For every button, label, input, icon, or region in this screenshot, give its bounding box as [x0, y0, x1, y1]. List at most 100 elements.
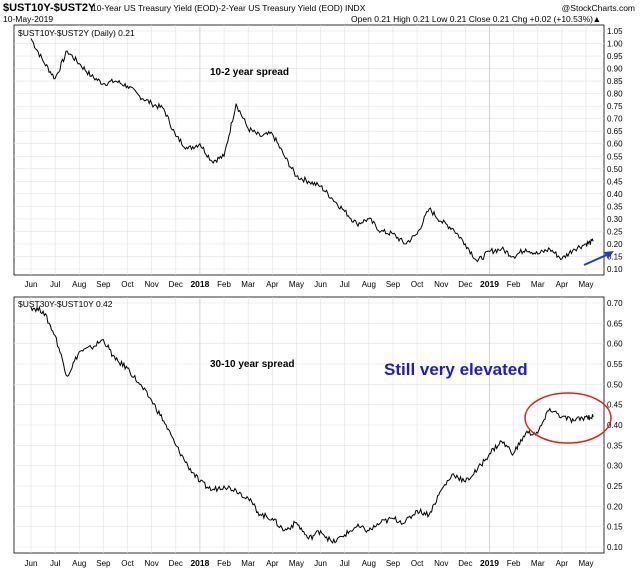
y-tick-label: 0.45 [607, 401, 623, 410]
y-tick-label: 0.95 [607, 52, 623, 61]
x-tick-label: Sep [386, 280, 401, 289]
chart-symbol: $UST10Y-$UST2Y [3, 2, 96, 14]
x-tick-label: May [289, 280, 304, 289]
x-tick-label: Aug [72, 280, 86, 289]
series-30-10-spread-line [30, 305, 594, 544]
annotation-still-very-elevated: Still very elevated [384, 360, 528, 379]
x-tick-label: Jul [340, 280, 350, 289]
x-tick-label: 2019 [480, 558, 499, 568]
panel-bottom-legend: $UST30Y-$UST10Y 0.42 [18, 299, 113, 309]
x-tick-label: Sep [96, 280, 111, 289]
x-tick-label: Jun [25, 559, 38, 568]
red-circle-highlight [524, 392, 612, 444]
x-tick-label: 2018 [190, 279, 209, 289]
panel-bottom-y-axis: 0.70 0.65 0.60 0.55 0.50 0.45 0.40 0.35 0.30 0.25… [607, 299, 623, 552]
y-tick-label: 1.05 [607, 27, 623, 36]
y-tick-label: 0.55 [607, 360, 623, 369]
panel-top-x-axis: Jun Jul Aug Sep Oct Nov Dec 2018 Feb Mar Apr May Jun… [25, 279, 594, 289]
x-tick-label: Mar [241, 280, 255, 289]
y-tick-label: 0.85 [607, 77, 623, 86]
x-tick-label: Apr [266, 280, 279, 289]
y-tick-label: 0.60 [607, 340, 623, 349]
y-tick-label: 0.35 [607, 441, 623, 450]
x-tick-label: Oct [121, 559, 134, 568]
quote-line: Open 0.21 High 0.21 Low 0.21 Close 0.21 … [351, 14, 593, 24]
y-tick-label: 0.10 [607, 265, 623, 274]
y-tick-label: 0.20 [607, 502, 623, 511]
x-tick-label: Apr [556, 280, 569, 289]
y-tick-label: 0.55 [607, 152, 623, 161]
panel-bottom-grid [14, 297, 604, 553]
panel-bottom: 0.70 0.65 0.60 0.55 0.50 0.45 0.40 0.35 0.30 0.25… [13, 296, 623, 554]
x-tick-label: Dec [169, 280, 183, 289]
x-tick-label: May [289, 559, 304, 568]
x-tick-label: Feb [507, 280, 521, 289]
x-tick-label: May [578, 280, 593, 289]
chart-description: 10-Year US Treasury Yield (EOD)-2-Year U… [92, 3, 366, 13]
x-tick-label: Sep [96, 559, 111, 568]
x-tick-label: Aug [72, 559, 86, 568]
x-tick-label: Jul [50, 280, 60, 289]
x-tick-label: Feb [217, 559, 231, 568]
y-tick-label: 0.70 [607, 115, 623, 124]
x-tick-label: Jun [314, 559, 327, 568]
x-tick-label: Jul [50, 559, 60, 568]
y-tick-label: 0.50 [607, 165, 623, 174]
x-tick-label: Oct [121, 280, 134, 289]
y-tick-label: 0.65 [607, 319, 623, 328]
x-tick-label: Nov [434, 280, 448, 289]
x-tick-label: 2019 [480, 279, 499, 289]
x-tick-label: Mar [241, 559, 255, 568]
x-tick-label: Dec [458, 280, 472, 289]
up-arrow-icon: ▲ [593, 14, 601, 24]
x-tick-label: Aug [362, 559, 376, 568]
y-tick-label: 0.30 [607, 215, 623, 224]
panel-top-frame [13, 24, 605, 276]
panel-top: 1.05 1.00 0.95 0.90 0.85 0.80 0.75 0.70 0.65 0.60… [13, 24, 623, 289]
stockcharts-watermark: @StockCharts.com [562, 3, 635, 13]
y-tick-label: 0.30 [607, 462, 623, 471]
x-tick-label: Oct [411, 559, 424, 568]
x-tick-label: Oct [411, 280, 424, 289]
x-tick-label: Dec [458, 559, 472, 568]
x-tick-label: Feb [507, 559, 521, 568]
x-tick-label: Nov [145, 280, 159, 289]
y-tick-label: 0.65 [607, 127, 623, 136]
blue-arrow-icon [583, 251, 614, 266]
x-tick-label: 2018 [190, 558, 209, 568]
x-tick-label: Jun [25, 280, 38, 289]
y-tick-label: 0.45 [607, 177, 623, 186]
x-tick-label: Aug [362, 280, 376, 289]
x-tick-label: Dec [169, 559, 183, 568]
chart-date: 10-May-2019 [3, 14, 53, 24]
x-tick-label: Mar [531, 280, 545, 289]
y-tick-label: 1.00 [607, 40, 623, 49]
panel-top-legend: $UST10Y-$UST2Y (Daily) 0.21 [18, 28, 135, 38]
x-tick-label: Feb [217, 280, 231, 289]
x-tick-label: Nov [145, 559, 159, 568]
x-tick-label: Jul [340, 559, 350, 568]
y-tick-label: 0.25 [607, 227, 623, 236]
x-tick-label: May [578, 559, 593, 568]
x-tick-label: Mar [531, 559, 545, 568]
annotation-10-2-spread: 10-2 year spread [210, 67, 289, 78]
y-tick-label: 0.15 [607, 252, 623, 261]
y-tick-label: 0.10 [607, 543, 623, 552]
x-tick-label: Apr [266, 559, 279, 568]
x-tick-label: Jun [314, 280, 327, 289]
y-tick-label: 0.80 [607, 90, 623, 99]
y-tick-label: 0.40 [607, 421, 623, 430]
y-tick-label: 0.15 [607, 523, 623, 532]
y-tick-label: 0.90 [607, 65, 623, 74]
y-tick-label: 0.35 [607, 202, 623, 211]
bottom-month-axis: Jun Jul Aug Sep Oct Nov Dec 2018 Feb Mar Apr May Jun… [25, 558, 594, 568]
y-tick-label: 0.50 [607, 380, 623, 389]
x-tick-label: Sep [386, 559, 401, 568]
panel-top-y-axis: 1.05 1.00 0.95 0.90 0.85 0.80 0.75 0.70 0.65 0.60… [607, 27, 623, 274]
y-tick-label: 0.60 [607, 140, 623, 149]
x-tick-label: Nov [434, 559, 448, 568]
series-10-2-spread-line [30, 38, 594, 263]
y-tick-label: 0.25 [607, 482, 623, 491]
annotation-30-10-spread: 30-10 year spread [210, 359, 295, 370]
